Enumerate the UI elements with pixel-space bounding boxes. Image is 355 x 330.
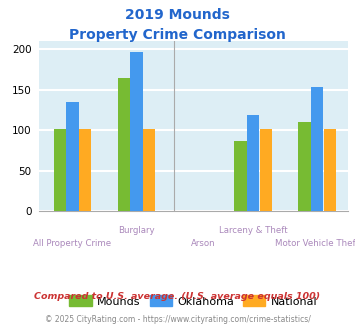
Bar	[130, 52, 143, 211]
Bar	[311, 87, 323, 211]
Bar	[260, 129, 272, 211]
Text: All Property Crime: All Property Crime	[33, 239, 111, 248]
Bar	[324, 129, 336, 211]
Bar	[118, 78, 130, 211]
Bar	[79, 129, 91, 211]
Text: Property Crime Comparison: Property Crime Comparison	[69, 28, 286, 42]
Bar	[143, 129, 155, 211]
Bar	[298, 122, 311, 211]
Bar	[234, 141, 247, 211]
Text: Arson: Arson	[191, 239, 215, 248]
Legend: Mounds, Oklahoma, National: Mounds, Oklahoma, National	[65, 291, 322, 311]
Text: © 2025 CityRating.com - https://www.cityrating.com/crime-statistics/: © 2025 CityRating.com - https://www.city…	[45, 315, 310, 324]
Bar	[54, 129, 66, 211]
Bar	[66, 102, 78, 211]
Bar	[247, 115, 260, 211]
Text: 2019 Mounds: 2019 Mounds	[125, 8, 230, 22]
Text: Compared to U.S. average. (U.S. average equals 100): Compared to U.S. average. (U.S. average …	[34, 292, 321, 301]
Text: Burglary: Burglary	[118, 226, 155, 235]
Text: Larceny & Theft: Larceny & Theft	[219, 226, 288, 235]
Text: Motor Vehicle Theft: Motor Vehicle Theft	[275, 239, 355, 248]
